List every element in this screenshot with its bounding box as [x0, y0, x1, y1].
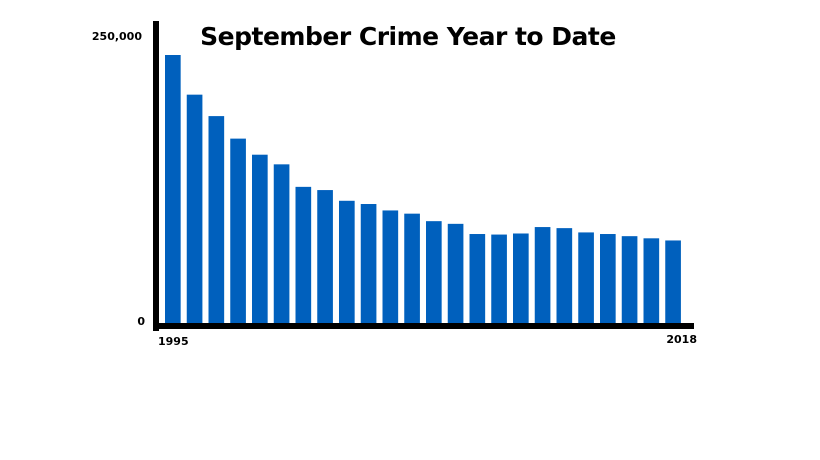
bar-2015 [600, 234, 616, 323]
y-tick-label-min: 0 [137, 315, 145, 328]
bar-1998 [230, 138, 246, 323]
bar-2002 [317, 190, 333, 323]
bar-2006 [404, 213, 420, 323]
bar-2008 [447, 223, 464, 323]
bar-1999 [252, 154, 268, 323]
bar-2013 [556, 228, 573, 323]
bar-1996 [186, 94, 203, 323]
bar-2011 [513, 233, 529, 323]
x-tick-label-first: 1995 [158, 335, 189, 348]
y-axis-line [153, 21, 159, 331]
x-axis-line [153, 323, 694, 329]
bar-2018 [665, 240, 681, 323]
bar-2003 [339, 200, 355, 323]
bar-2009 [469, 234, 486, 323]
bar-series [165, 55, 681, 323]
bar-2012 [534, 227, 551, 323]
bar-2001 [295, 186, 312, 323]
bar-1995 [165, 55, 181, 323]
bar-1997 [208, 116, 225, 323]
y-tick-label-max: 250,000 [92, 30, 142, 43]
bar-2004 [360, 204, 377, 323]
bar-2007 [426, 221, 442, 323]
bar-2000 [273, 164, 290, 323]
bar-2017 [643, 238, 660, 323]
x-tick-label-last: 2018 [666, 333, 697, 346]
bar-2010 [491, 234, 507, 323]
bar-2005 [382, 210, 399, 323]
bar-2014 [578, 232, 594, 323]
bar-2016 [621, 236, 638, 323]
chart-title: September Crime Year to Date [200, 22, 616, 51]
